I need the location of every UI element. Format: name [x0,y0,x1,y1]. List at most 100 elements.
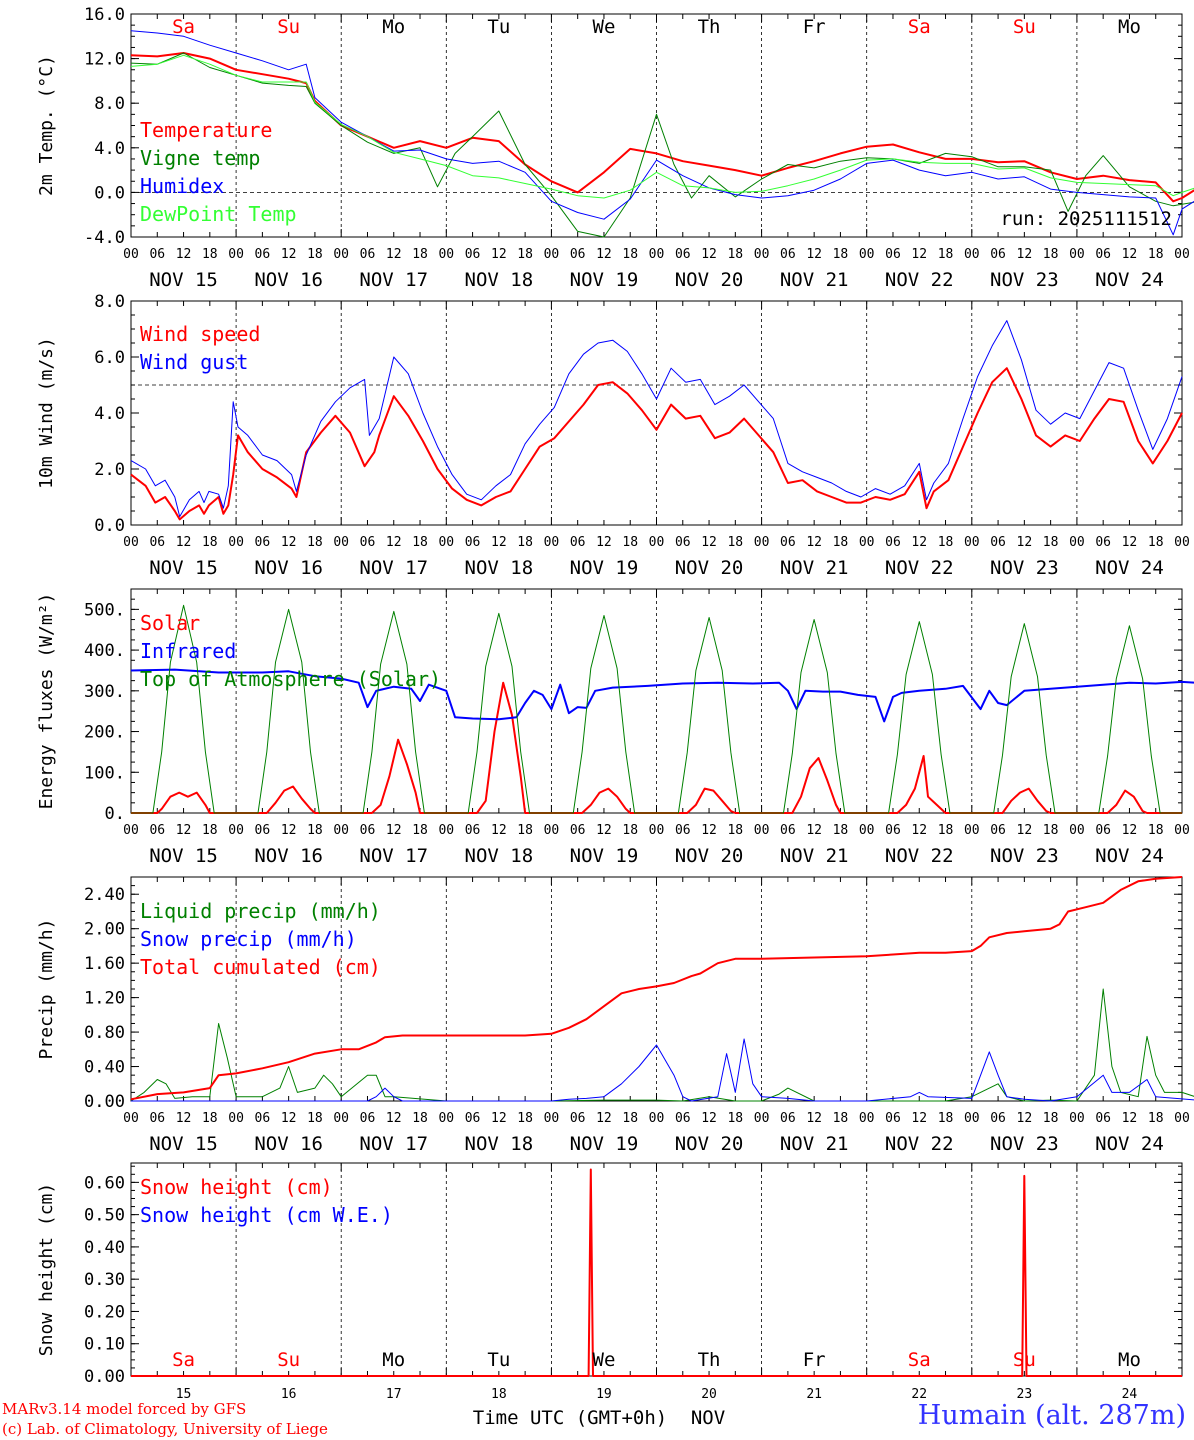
date-label: NOV 19 [570,557,639,579]
date-label: NOV 24 [1095,1133,1164,1155]
hour-tick-label: 12 [281,1111,297,1126]
y-tick-label: 2.40 [84,885,125,905]
date-label: NOV 17 [359,845,428,867]
date-label: NOV 19 [570,1133,639,1155]
weekday-label: Su [1013,1349,1036,1371]
hour-tick-label: 18 [1043,1111,1059,1126]
hour-tick-label: 18 [412,247,428,262]
weekday-label: Su [277,1349,300,1371]
plot-frame [130,588,1183,814]
hour-tick-label: 12 [281,535,297,550]
hour-tick-label: 12 [701,247,717,262]
y-tick-label: -4.0 [84,228,125,248]
hour-tick-label: 06 [255,535,271,550]
y-tick-label: 100. [84,763,125,783]
hour-tick-label: 06 [780,247,796,262]
hour-tick-label: 06 [465,247,481,262]
series-line [130,54,1194,199]
y-axis-label: 10m Wind (m/s) [36,337,57,489]
hour-tick-label: 06 [885,247,901,262]
hour-tick-label: 12 [1122,247,1138,262]
hour-tick-label: 00 [649,247,665,262]
hour-tick-label: 12 [596,1111,612,1126]
hour-tick-label: 00 [123,535,139,550]
hour-tick-label: 18 [307,247,323,262]
date-label: NOV 18 [465,269,534,291]
y-tick-label: 4.0 [94,139,125,159]
hour-tick-label: 00 [754,247,770,262]
hour-tick-label: 12 [176,1111,192,1126]
hour-tick-label: 06 [149,247,165,262]
y-tick-label: 8.0 [94,292,125,312]
date-label: NOV 17 [359,557,428,579]
hour-tick-label: 18 [517,535,533,550]
y-tick-label: 2.00 [84,920,125,940]
weekday-label: Su [277,16,300,38]
hour-tick-label: 18 [833,1111,849,1126]
hour-tick-label: 12 [1017,535,1033,550]
y-tick-label: 0.40 [84,1058,125,1078]
legend-entry: Wind speed [140,322,260,346]
weekday-label: Su [1013,16,1036,38]
hour-tick-label: 18 [202,823,218,838]
y-tick-label: 1.20 [84,989,125,1009]
weekday-label: Sa [908,1349,931,1371]
hour-tick-label: 12 [596,535,612,550]
hour-tick-label: 00 [754,1111,770,1126]
hour-tick-label: 00 [228,535,244,550]
hour-tick-label: 06 [885,1111,901,1126]
weekday-label: We [593,16,616,38]
date-label: NOV 16 [254,1133,323,1155]
legend-entry: Temperature [140,118,272,142]
hour-tick-label: 00 [964,535,980,550]
hour-tick-label: 18 [202,535,218,550]
weekday-label: Fr [803,16,826,38]
hour-tick-label: 12 [1017,1111,1033,1126]
legend-entry: DewPoint Temp [140,202,297,226]
hour-tick-label: 12 [386,1111,402,1126]
date-label: NOV 20 [675,845,744,867]
hour-tick-label: 12 [1122,1111,1138,1126]
hour-tick-label: 06 [360,247,376,262]
hour-tick-label: 06 [465,535,481,550]
hour-tick-label: 12 [911,823,927,838]
y-tick-label: 0.0 [94,516,125,536]
hour-tick-label: 06 [570,823,586,838]
date-label: NOV 23 [990,269,1059,291]
hour-tick-label: 18 [1043,823,1059,838]
series-line [130,668,1194,723]
date-label: NOV 21 [780,557,849,579]
date-label: NOV 18 [465,845,534,867]
date-label: NOV 19 [570,845,639,867]
panel-wind: 8.0 6.0 4.0 2.0 0.0 10m Wind (m/s) Wind speed W… [36,292,1190,579]
y-tick-label: 0.00 [84,1367,125,1387]
hour-tick-label: 18 [307,535,323,550]
hour-tick-label: 06 [990,247,1006,262]
hour-tick-label: 18 [202,247,218,262]
y-tick-label: 400. [84,641,125,661]
hour-tick-label: 12 [911,1111,927,1126]
y-tick-label: 0.50 [84,1206,125,1226]
hour-tick-label: 18 [727,535,743,550]
hour-tick-label: 18 [517,823,533,838]
hour-tick-label: 06 [1095,823,1111,838]
panel-flux: 500. 400. 300. 200. 100. 0. Energy fluxes (W/m… [36,588,1194,867]
hour-tick-label: 00 [228,1111,244,1126]
hour-tick-label: 18 [1148,535,1164,550]
hour-tick-label: 06 [570,535,586,550]
hour-tick-label: 00 [333,535,349,550]
hour-tick-label: 06 [360,535,376,550]
date-label: NOV 22 [885,1133,954,1155]
station-title: Humain (alt. 287m) [917,1400,1186,1431]
weekday-label: Th [698,1349,721,1371]
date-label: NOV 15 [149,845,218,867]
hour-tick-label: 06 [570,1111,586,1126]
hour-tick-label: 12 [1122,535,1138,550]
hour-tick-label: 12 [596,823,612,838]
y-tick-label: 0.0 [94,183,125,203]
hour-tick-label: 18 [833,823,849,838]
lab-credit: (c) Lab. of Climatology, University of L… [2,1420,328,1438]
hour-tick-label: 18 [1043,247,1059,262]
hour-tick-label: 06 [990,1111,1006,1126]
series-line [130,367,1183,521]
